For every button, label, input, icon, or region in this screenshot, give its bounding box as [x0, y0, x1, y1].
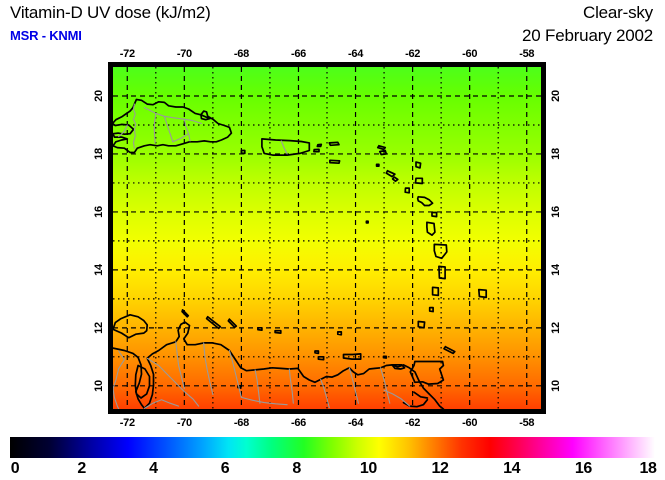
axis-tick-bottom-0: -72	[119, 417, 135, 429]
axis-tick-top-4: -64	[348, 48, 364, 60]
colorbar-tick-4: 4	[149, 460, 158, 477]
axis-tick-top-0: -72	[119, 48, 135, 60]
axis-tick-top-3: -66	[290, 48, 306, 60]
axis-tick-right-4: 12	[550, 322, 562, 334]
axis-tick-left-5: 10	[93, 379, 105, 392]
axis-tick-bottom-5: -62	[405, 417, 421, 429]
axis-tick-top-6: -60	[462, 48, 478, 60]
axis-tick-bottom-6: -60	[462, 417, 478, 429]
axis-tick-top-2: -68	[233, 48, 249, 60]
axis-tick-right-3: 14	[550, 264, 562, 276]
axis-tick-bottom-3: -66	[290, 417, 306, 429]
axis-tick-left-3: 14	[93, 264, 105, 276]
axis-tick-right-2: 16	[550, 206, 562, 218]
axis-tick-right-5: 10	[550, 379, 562, 392]
colorbar-tick-16: 16	[574, 460, 592, 477]
axis-tick-left-4: 12	[93, 322, 105, 334]
data-source-label: MSR - KNMI	[10, 28, 82, 43]
colorbar-tick-0: 0	[10, 460, 20, 477]
axis-tick-top-1: -70	[176, 48, 192, 60]
colorbar-tick-8: 8	[292, 460, 301, 477]
colorbar-tick-10: 10	[359, 460, 377, 477]
axis-tick-top-5: -62	[405, 48, 421, 60]
colorbar-tick-18: 18	[639, 460, 657, 477]
axis-tick-right-1: 18	[550, 148, 562, 160]
axis-tick-bottom-2: -68	[233, 417, 249, 429]
colorbar-tick-14: 14	[503, 460, 521, 477]
page-title: Vitamin-D UV dose (kJ/m2)	[10, 3, 211, 22]
graticule-gridlines	[113, 67, 541, 409]
colorbar-tick-12: 12	[431, 460, 449, 477]
colorbar-tick-2: 2	[77, 460, 86, 477]
chart-header: Vitamin-D UV dose (kJ/m2) MSR - KNMI Cle…	[0, 0, 665, 52]
date-label: 20 February 2002	[522, 26, 653, 45]
axis-tick-bottom-1: -70	[176, 417, 192, 429]
axis-tick-top-7: -58	[519, 48, 535, 60]
coastline-overlay	[113, 67, 541, 409]
colorbar-gradient	[10, 437, 655, 458]
map-plot	[108, 62, 546, 414]
axis-tick-left-0: 20	[93, 90, 105, 102]
sky-condition-label: Clear-sky	[583, 3, 653, 22]
colorbar-tick-6: 6	[220, 460, 230, 477]
axis-tick-right-0: 20	[550, 90, 562, 102]
axis-tick-left-1: 18	[93, 148, 105, 160]
axis-tick-left-2: 16	[93, 206, 105, 218]
axis-tick-bottom-4: -64	[348, 417, 364, 429]
axis-tick-bottom-7: -58	[519, 417, 535, 429]
uv-dose-field	[113, 67, 541, 409]
colorbar: 0 2 4 6 8 10 12 14 16 18	[10, 437, 657, 477]
plot-border	[108, 62, 546, 414]
